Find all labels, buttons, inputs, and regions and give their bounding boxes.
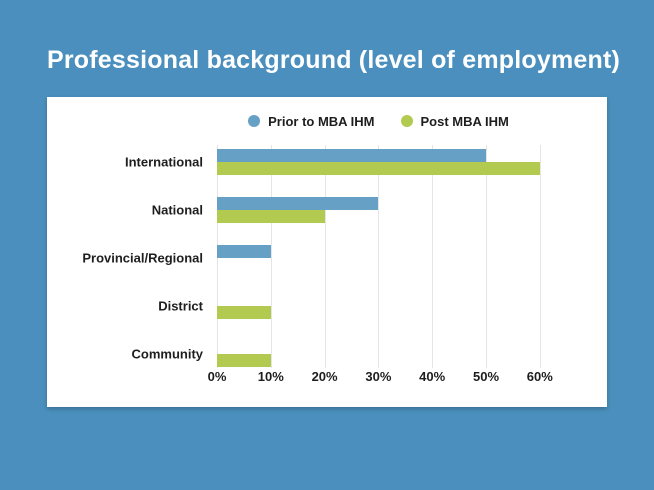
bar-post-international [217,162,540,175]
plot-area [217,145,602,368]
bar-post-community [217,354,271,367]
legend-item-post-mba-ihm: Post MBA IHM [400,113,509,129]
legend-dot-prior [248,115,261,127]
gridline-20- [324,145,326,368]
x-axis-ticks: 0% 10% 20% 30% 40% 50% 60% [208,369,602,385]
gridline-10- [270,145,272,368]
tick-label-50-: 50% [472,369,500,384]
category-label-national: National [151,202,203,218]
category-label-provincial-regional: Provincial/Regional [82,250,203,266]
chart-legend: Prior to MBA IHM Post MBA IHM [217,113,540,129]
legend-label: Post MBA IHM [420,113,509,129]
tick-label-20-: 20% [311,369,338,384]
slide-title: Professional background (level of employ… [47,46,621,74]
bar-prior-provincial-regional [217,245,271,258]
tick-label-0-: 0% [207,369,227,384]
tick-label-10-: 10% [257,369,284,384]
category-label-community: Community [131,346,204,362]
gridline-30- [378,145,380,368]
gridline-50- [486,145,487,368]
tick-label-30-: 30% [365,369,392,384]
legend-dot-post [400,115,413,127]
tick-label-60-: 60% [526,369,553,384]
gridline-40- [432,145,434,368]
legend-item-prior-to-mba-ihm: Prior to MBA IHM [248,113,375,129]
bar-post-national [217,210,325,223]
gridline-60- [539,145,541,368]
bar-prior-international [217,149,486,162]
category-labels: International National Provincial/Regional… [47,145,210,368]
category-label-district: District [158,298,203,314]
bar-prior-national [217,197,379,210]
category-label-international: International [124,154,203,170]
legend-label: Prior to MBA IHM [268,113,375,129]
bar-post-district [217,306,271,319]
tick-label-40-: 40% [419,369,446,384]
chart-card: Prior to MBA IHM Post MBA IHM Internation… [47,97,607,407]
